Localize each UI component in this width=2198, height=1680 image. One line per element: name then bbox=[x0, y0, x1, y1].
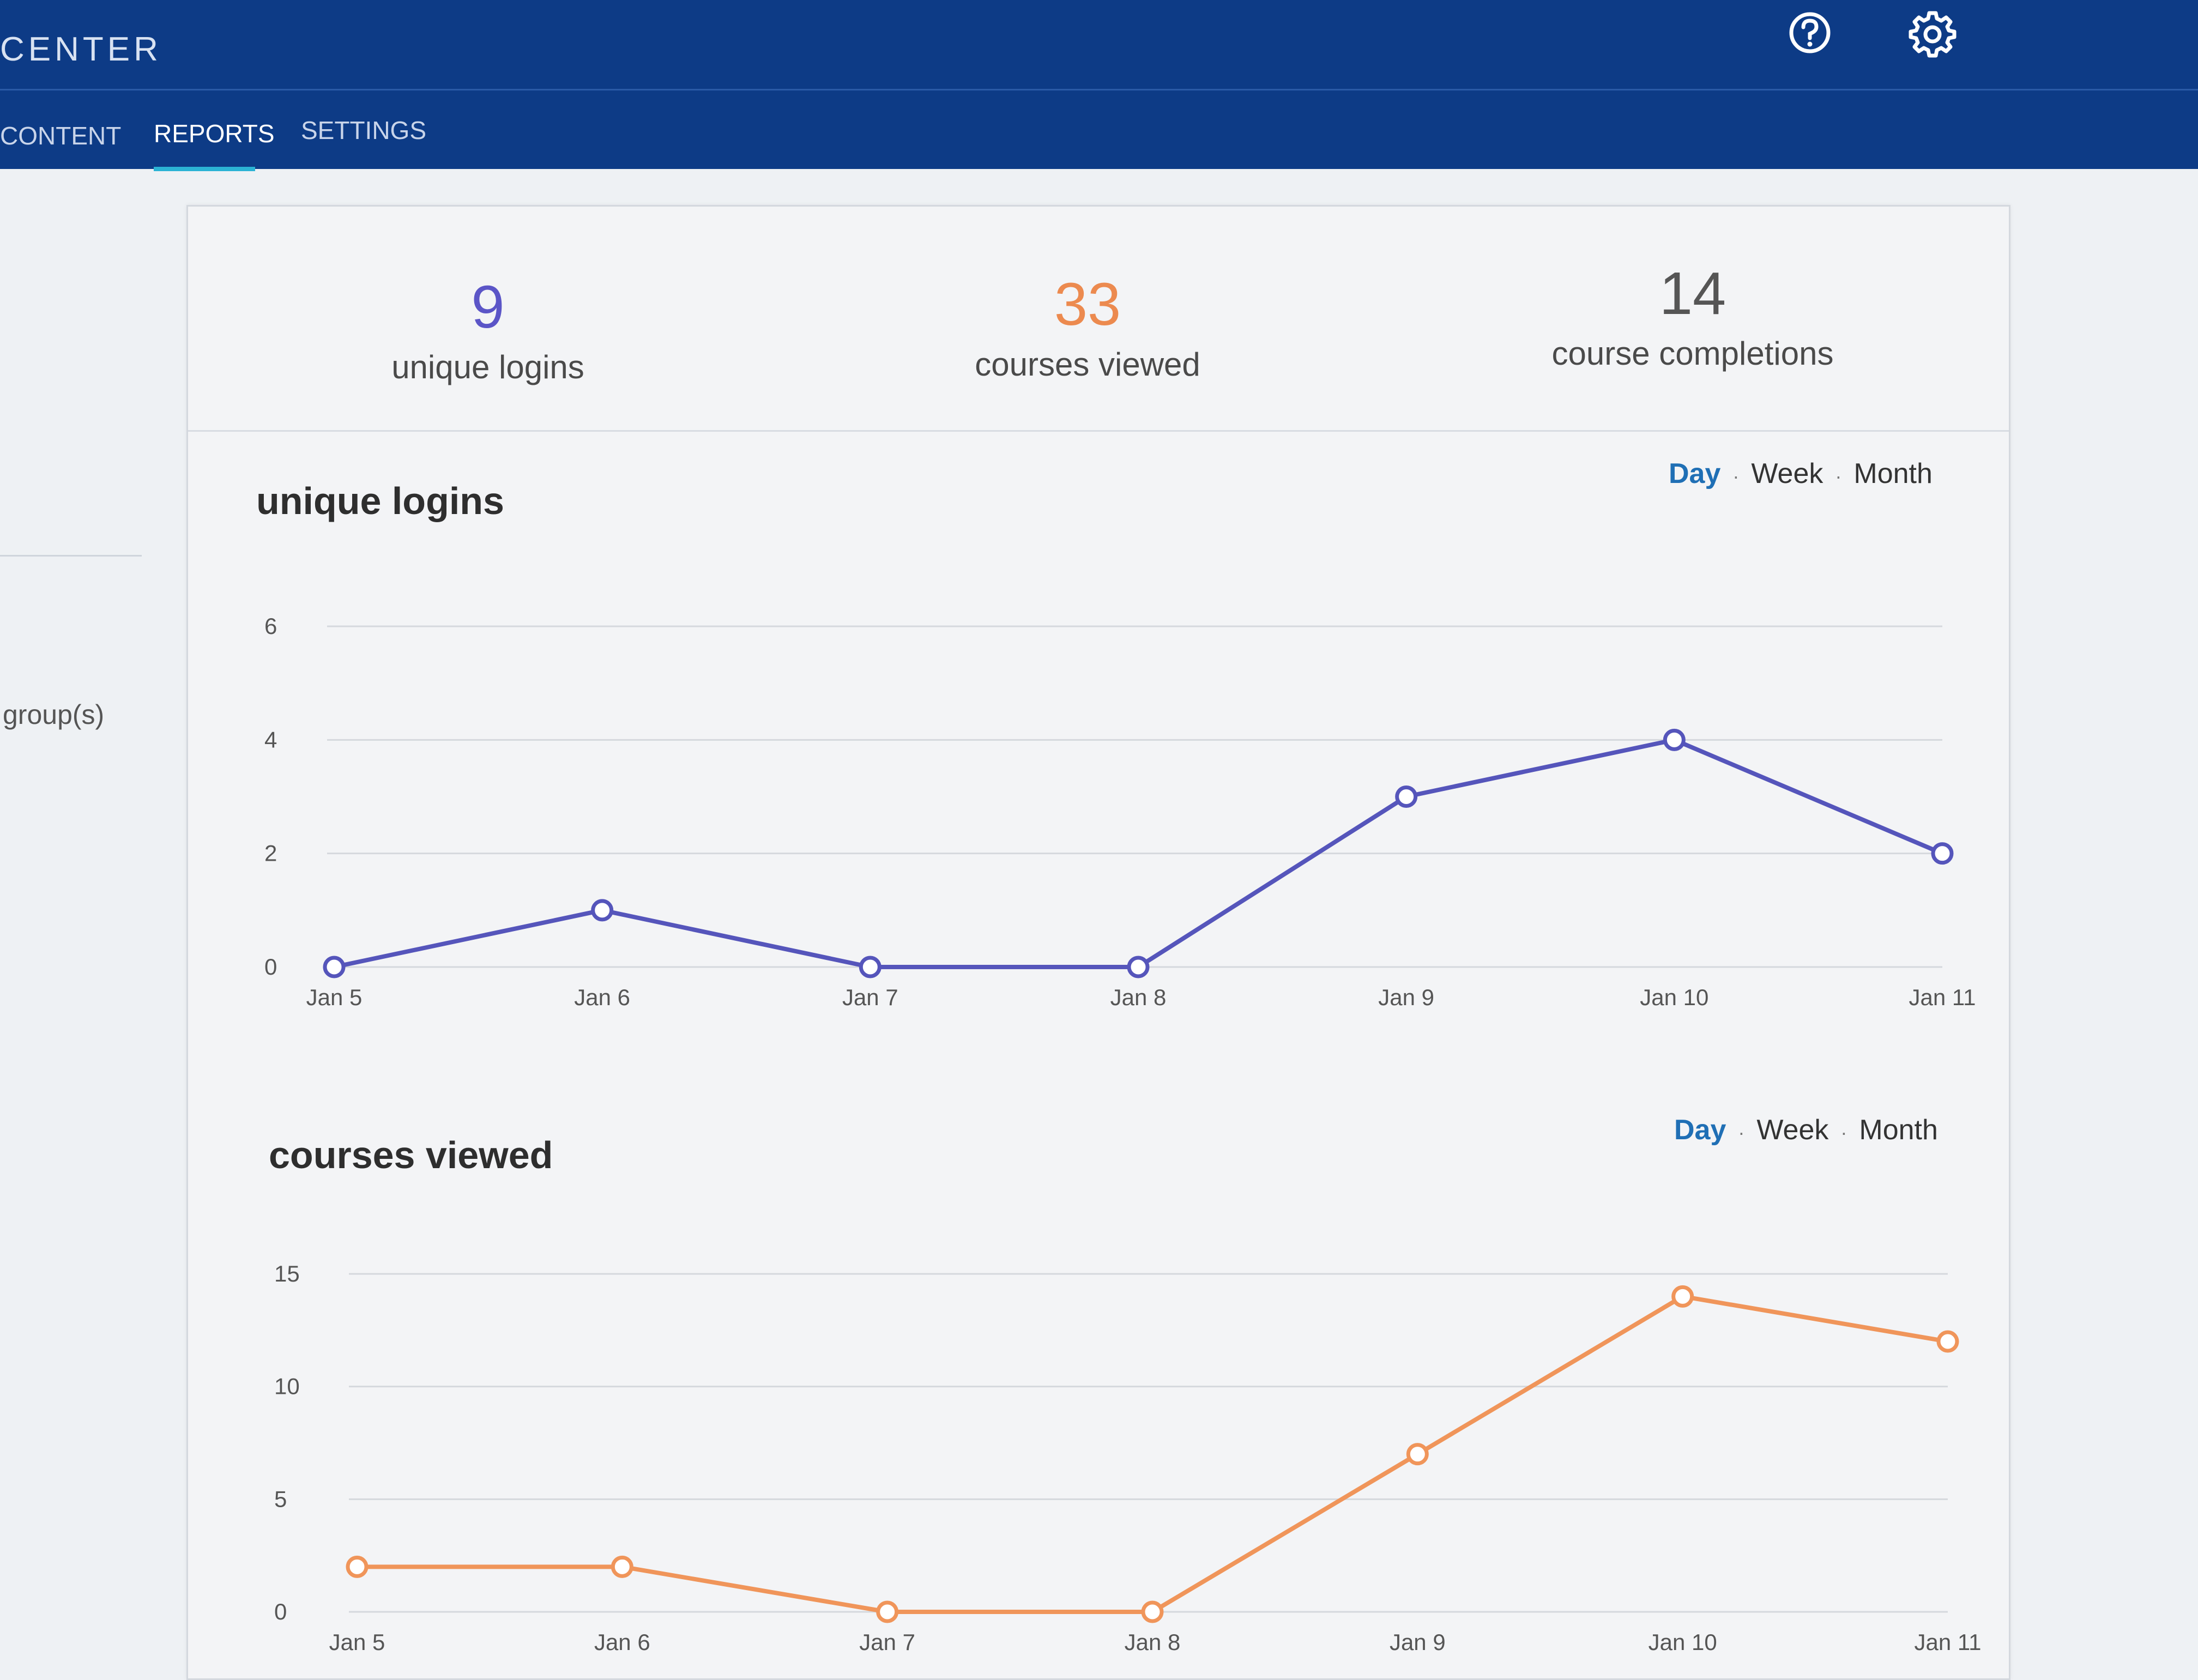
app-title: CENTER bbox=[0, 31, 162, 68]
gear-icon[interactable] bbox=[1905, 5, 1960, 60]
period-month-option[interactable]: Month bbox=[1859, 1114, 1938, 1146]
stat-label: courses viewed bbox=[975, 346, 1200, 383]
x-tick-label: Jan 7 bbox=[859, 1629, 915, 1655]
active-tab-indicator bbox=[154, 167, 255, 171]
tab-settings[interactable]: SETTINGS bbox=[301, 116, 427, 144]
y-tick-label: 0 bbox=[264, 954, 277, 980]
data-point[interactable] bbox=[1406, 1443, 1429, 1466]
stat-value: 33 bbox=[1054, 271, 1121, 338]
period-day-option[interactable]: Day bbox=[1674, 1114, 1726, 1146]
data-point[interactable] bbox=[1395, 785, 1418, 808]
separator-dot: · bbox=[1732, 465, 1740, 487]
stat-label: unique logins bbox=[391, 349, 584, 385]
chart-title-unique-logins: unique logins bbox=[256, 480, 504, 522]
separator-dot: · bbox=[1835, 465, 1842, 487]
tab-content[interactable]: CONTENT bbox=[0, 122, 122, 150]
x-tick-label: Jan 9 bbox=[1378, 984, 1434, 1010]
separator-dot: · bbox=[1738, 1121, 1745, 1144]
data-point[interactable] bbox=[346, 1555, 369, 1578]
x-tick-label: Jan 8 bbox=[1125, 1629, 1181, 1655]
stat-label: course completions bbox=[1551, 335, 1834, 372]
series-line bbox=[357, 1294, 1948, 1614]
sidebar-divider bbox=[0, 555, 142, 557]
separator-dot: · bbox=[1840, 1121, 1847, 1144]
x-tick-label: Jan 10 bbox=[1640, 984, 1708, 1010]
stat-courses-viewed: 33 courses viewed bbox=[897, 275, 1278, 383]
y-tick-label: 5 bbox=[274, 1486, 287, 1512]
x-tick-label: Jan 11 bbox=[1909, 984, 1976, 1010]
stat-value: 14 bbox=[1659, 260, 1726, 327]
x-tick-label: Jan 5 bbox=[306, 984, 363, 1010]
data-point[interactable] bbox=[1141, 1600, 1164, 1623]
sidebar-groups-label[interactable]: group(s) bbox=[3, 699, 105, 730]
data-point[interactable] bbox=[1931, 842, 1954, 865]
y-tick-label: 2 bbox=[264, 841, 277, 866]
data-point[interactable] bbox=[323, 956, 346, 978]
x-tick-label: Jan 5 bbox=[329, 1629, 385, 1655]
y-tick-label: 6 bbox=[264, 613, 277, 639]
data-point[interactable] bbox=[1127, 956, 1150, 978]
tab-reports[interactable]: REPORTS bbox=[154, 119, 275, 148]
data-point[interactable] bbox=[859, 956, 881, 978]
help-circle-icon[interactable] bbox=[1783, 5, 1837, 60]
x-tick-label: Jan 6 bbox=[594, 1629, 650, 1655]
report-card: 9 unique logins 33 courses viewed 14 cou… bbox=[186, 205, 2010, 1680]
stat-value: 9 bbox=[471, 274, 505, 341]
header-divider bbox=[0, 89, 2198, 90]
y-tick-label: 15 bbox=[274, 1261, 300, 1286]
period-day-option[interactable]: Day bbox=[1669, 458, 1721, 490]
period-switch-logins: Day · Week · Month bbox=[1669, 457, 1933, 490]
y-tick-label: 10 bbox=[274, 1374, 300, 1399]
stats-divider bbox=[188, 430, 2009, 432]
data-point[interactable] bbox=[591, 899, 614, 922]
x-tick-label: Jan 6 bbox=[574, 984, 630, 1010]
x-tick-label: Jan 10 bbox=[1648, 1629, 1717, 1655]
period-week-option[interactable]: Week bbox=[1751, 458, 1823, 490]
x-tick-label: Jan 7 bbox=[842, 984, 898, 1010]
data-point[interactable] bbox=[1671, 1285, 1694, 1308]
data-point[interactable] bbox=[1936, 1330, 1959, 1353]
period-week-option[interactable]: Week bbox=[1756, 1114, 1829, 1146]
x-tick-label: Jan 9 bbox=[1390, 1629, 1446, 1655]
stat-unique-logins: 9 unique logins bbox=[297, 277, 679, 386]
y-tick-label: 4 bbox=[264, 727, 277, 752]
courses-viewed-line-chart: 0 5 10 15 Jan 5 Jan 6 Jan 7 Jan 8 Jan 9 Jan 10 Jan… bbox=[274, 1261, 1982, 1655]
period-switch-courses: Day · Week · Month bbox=[1674, 1114, 1938, 1146]
data-point[interactable] bbox=[876, 1600, 899, 1623]
unique-logins-line-chart: 0 2 4 6 Jan 5 Jan 6 Jan 7 Jan 8 Jan 9 Jan 10 Jan 1… bbox=[264, 613, 1976, 1010]
data-point[interactable] bbox=[611, 1555, 633, 1578]
period-month-option[interactable]: Month bbox=[1853, 458, 1933, 490]
top-bar: CENTER CONTENT REPORTS SETTINGS bbox=[0, 0, 2198, 171]
chart-title-courses-viewed: courses viewed bbox=[269, 1134, 553, 1176]
x-tick-label: Jan 11 bbox=[1915, 1629, 1982, 1655]
y-tick-label: 0 bbox=[274, 1599, 287, 1624]
stat-course-completions: 14 course completions bbox=[1502, 264, 1883, 372]
x-tick-label: Jan 8 bbox=[1110, 984, 1167, 1010]
data-point[interactable] bbox=[1663, 728, 1686, 751]
